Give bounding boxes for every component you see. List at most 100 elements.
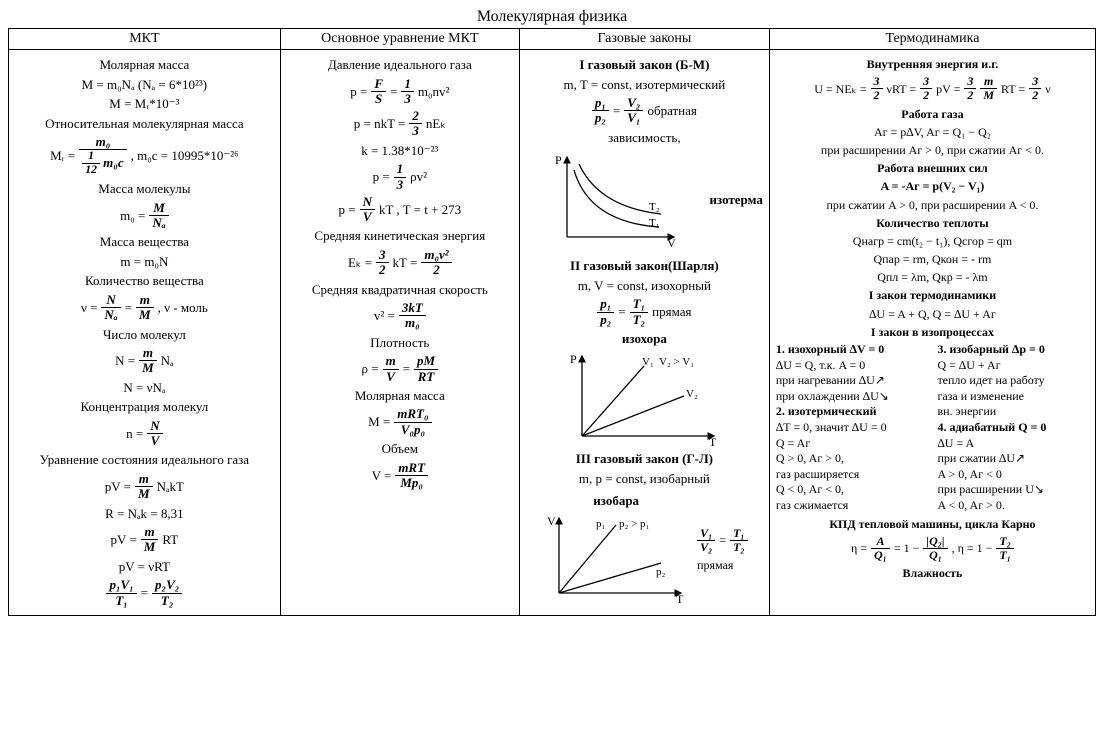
den: Mp₀: [395, 476, 428, 490]
formula: p₁p₂ = T₁T₂ прямая: [526, 297, 763, 327]
svg-text:p₂ > p₁: p₂ > p₁: [619, 518, 650, 530]
text: Nₐ: [161, 352, 174, 370]
text: Eₖ =: [348, 254, 372, 272]
formula: M = m₀Nₐ (Nₐ = 6*10²³): [15, 76, 274, 94]
text: kT =: [393, 254, 418, 272]
num: 3: [920, 75, 932, 89]
label: Число молекул: [15, 326, 274, 344]
formula: v² = 3kTm₀: [287, 301, 513, 331]
label: Работа газа: [776, 106, 1089, 122]
text: m, T = const, изотермический: [526, 76, 763, 94]
den: 2: [421, 263, 451, 277]
den: 2: [376, 263, 389, 277]
formula: k = 1.38*10⁻²³: [287, 142, 513, 160]
text: при сжатии ∆U↗: [937, 451, 1089, 467]
label: Влажность: [776, 565, 1089, 581]
den: Q₁: [923, 549, 947, 562]
num: N: [360, 195, 375, 210]
cell-mkt: Молярная масса M = m₀Nₐ (Nₐ = 6*10²³) M …: [9, 50, 281, 616]
formula: Mᵣ = m₀ 112 m₀c , m₀c = 10995*10⁻²⁶: [15, 135, 274, 177]
cell-laws: I газовый закон (Б-М) m, T = const, изот…: [519, 50, 769, 616]
svg-text:T₁: T₁: [649, 217, 660, 229]
num: 3: [376, 248, 389, 263]
den: T₂: [152, 594, 182, 608]
label: I газовый закон (Б-М): [526, 56, 763, 74]
formula: Qнагр = cm(t₂ − t₁), Qсгор = qm: [776, 233, 1089, 249]
text: Q > 0, Aг > 0,: [776, 451, 928, 467]
formula: ρ = mV = pMRT: [287, 354, 513, 384]
svg-text:p₂: p₂: [656, 566, 666, 578]
label: Относительная молекулярная масса: [15, 115, 274, 133]
label: I закон в изопроцессах: [776, 324, 1089, 340]
num: A: [871, 535, 890, 549]
num: N: [147, 419, 162, 434]
text: n =: [126, 425, 143, 443]
den: Nₐ: [149, 216, 168, 230]
text: pV =: [111, 531, 137, 549]
num: 1: [82, 150, 100, 164]
text: газа и изменение: [937, 389, 1089, 405]
den: Q₁: [871, 549, 890, 562]
formula: V = mRTMp₀: [287, 461, 513, 491]
label: Количество теплоты: [776, 215, 1089, 231]
num: mRT: [395, 461, 428, 476]
label: КПД тепловой машины, цикла Карно: [776, 516, 1089, 532]
num: 2: [409, 109, 422, 124]
formula: R = Nₐk = 8,31: [15, 505, 274, 523]
text: при охлаждении ∆U↘: [776, 389, 928, 405]
formula: M = Mᵣ*10⁻³: [15, 95, 274, 113]
two-col: 1. изохорный ∆V = 0 ∆U = Q, т.к. A = 0 п…: [776, 342, 1089, 514]
den: T₁: [996, 549, 1014, 562]
formula-table: МКТ Основное уравнение МКТ Газовые закон…: [8, 28, 1096, 616]
num: 3kT: [399, 301, 426, 316]
text: NₐkT: [157, 478, 184, 496]
formula: p₁V₁T₁ = p₂V₂T₂: [15, 578, 274, 608]
formula: m₀ = MNₐ: [15, 201, 274, 231]
formula: p = NV kT , T = t + 273: [287, 195, 513, 225]
den: 3: [401, 92, 414, 106]
num: V₁: [697, 527, 715, 541]
den: M: [139, 361, 157, 375]
num: m: [139, 346, 157, 361]
text: N =: [115, 352, 135, 370]
text: νRT =: [887, 81, 917, 97]
formula: η = AQ₁ = 1 − |Q₂|Q₁ , η = 1 − T₂T₁: [776, 535, 1089, 562]
den: V: [147, 434, 162, 448]
den: 2: [871, 89, 883, 102]
label: Масса вещества: [15, 233, 274, 251]
num: N: [101, 293, 120, 308]
label: Объем: [287, 440, 513, 458]
label: Внутренняя энергия и.г.: [776, 56, 1089, 72]
label: Уравнение состояния идеального газа: [15, 451, 274, 469]
text: A > 0, Aг < 0: [937, 467, 1089, 483]
label: Молярная масса: [15, 56, 274, 74]
num: m: [141, 525, 159, 540]
text: =: [141, 584, 148, 602]
text: =: [613, 102, 620, 120]
text: η =: [851, 540, 867, 556]
text: ν: [1045, 81, 1050, 97]
den: p₂: [597, 313, 614, 327]
formula: pV = mM NₐkT: [15, 472, 274, 502]
cell-eq: Давление идеального газа p = FS = 13 m₀n…: [280, 50, 519, 616]
label: Средняя кинетическая энергия: [287, 227, 513, 245]
text: при расширении U↘: [937, 482, 1089, 498]
den: S: [371, 92, 386, 106]
formula: при сжатии A > 0, при расширении A < 0.: [776, 197, 1089, 213]
num: |Q₂|: [923, 535, 947, 549]
text: p =: [338, 201, 355, 219]
den: 3: [409, 124, 422, 138]
text: Q = ∆U + Aг: [937, 358, 1089, 374]
svg-text:p₁: p₁: [596, 518, 606, 530]
label: III газовый закон (Г-Л): [526, 450, 763, 468]
num: pM: [414, 354, 438, 369]
text: p =: [350, 83, 367, 101]
formula: Qпар = rm, Qкон = - rm: [776, 251, 1089, 267]
text: RT: [162, 531, 178, 549]
formula: Aг = p∆V, Aг = Q₁ − Q₂: [776, 124, 1089, 140]
den: m₀: [399, 316, 426, 330]
text: ∆U = Q, т.к. A = 0: [776, 358, 928, 374]
text: =: [125, 299, 132, 317]
text: прямая: [652, 303, 691, 321]
label: Средняя квадратичная скорость: [287, 281, 513, 299]
